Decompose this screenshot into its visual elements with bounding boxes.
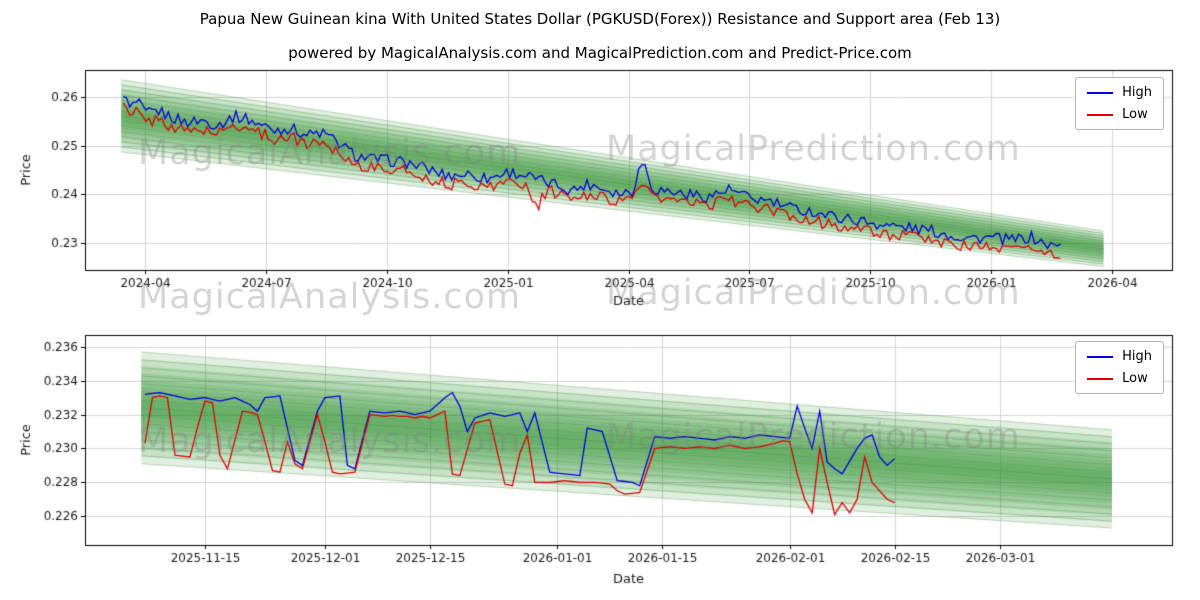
legend-label-high: High bbox=[1122, 85, 1152, 100]
legend-item-low: Low bbox=[1087, 107, 1152, 122]
high-line-swatch bbox=[1087, 91, 1114, 94]
legend-label-high: High bbox=[1122, 349, 1152, 364]
low-line-swatch bbox=[1087, 377, 1114, 380]
legend-label-low: Low bbox=[1122, 371, 1148, 386]
legend-item-high: High bbox=[1087, 349, 1152, 364]
page-subtitle: powered by MagicalAnalysis.com and Magic… bbox=[288, 44, 912, 62]
high-line-swatch bbox=[1087, 355, 1114, 358]
legend-bottom-chart: High Low bbox=[1075, 341, 1164, 394]
legend-item-high: High bbox=[1087, 85, 1152, 100]
page-title: Papua New Guinean kina With United State… bbox=[199, 10, 1001, 28]
low-line-swatch bbox=[1087, 113, 1114, 116]
legend-top-chart: High Low bbox=[1075, 77, 1164, 130]
legend-item-low: Low bbox=[1087, 371, 1152, 386]
legend-label-low: Low bbox=[1122, 107, 1148, 122]
